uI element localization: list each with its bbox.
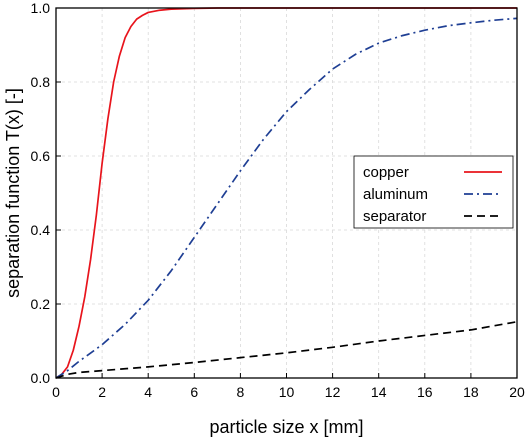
legend-box <box>353 155 514 229</box>
y-tick-label: 0.6 <box>31 148 51 164</box>
series-line-aluminum <box>55 17 518 379</box>
y-axis-label: separation function T(x) [-] <box>3 88 23 298</box>
x-tick-label: 2 <box>98 384 106 400</box>
x-tick-label: 20 <box>509 384 525 400</box>
y-tick-label: 1.0 <box>31 0 51 16</box>
axis-ticks: 0 2 4 6 8 10 12 14 16 18 20 0.0 0.2 0.4 0.6 0.8 1.0 <box>31 0 525 400</box>
x-tick-label: 16 <box>417 384 433 400</box>
legend-label-separator: separator <box>363 208 426 225</box>
x-tick-label: 18 <box>463 384 479 400</box>
x-tick-label: 4 <box>144 384 152 400</box>
legend: copper aluminum separator <box>353 155 514 229</box>
x-axis-label: particle size x [mm] <box>209 417 363 437</box>
legend-label-aluminum: aluminum <box>363 186 428 203</box>
y-tick-label: 0.0 <box>31 370 51 386</box>
x-tick-label: 10 <box>279 384 295 400</box>
legend-label-copper: copper <box>363 164 409 181</box>
grid <box>56 8 517 378</box>
y-tick-label: 0.4 <box>31 222 51 238</box>
x-tick-label: 6 <box>190 384 198 400</box>
x-tick-label: 14 <box>371 384 387 400</box>
x-tick-label: 8 <box>237 384 245 400</box>
x-tick-label: 12 <box>325 384 341 400</box>
series-line-separator <box>55 320 518 379</box>
x-tick-label: 0 <box>52 384 60 400</box>
y-tick-label: 0.8 <box>31 74 51 90</box>
y-tick-label: 0.2 <box>31 296 51 312</box>
